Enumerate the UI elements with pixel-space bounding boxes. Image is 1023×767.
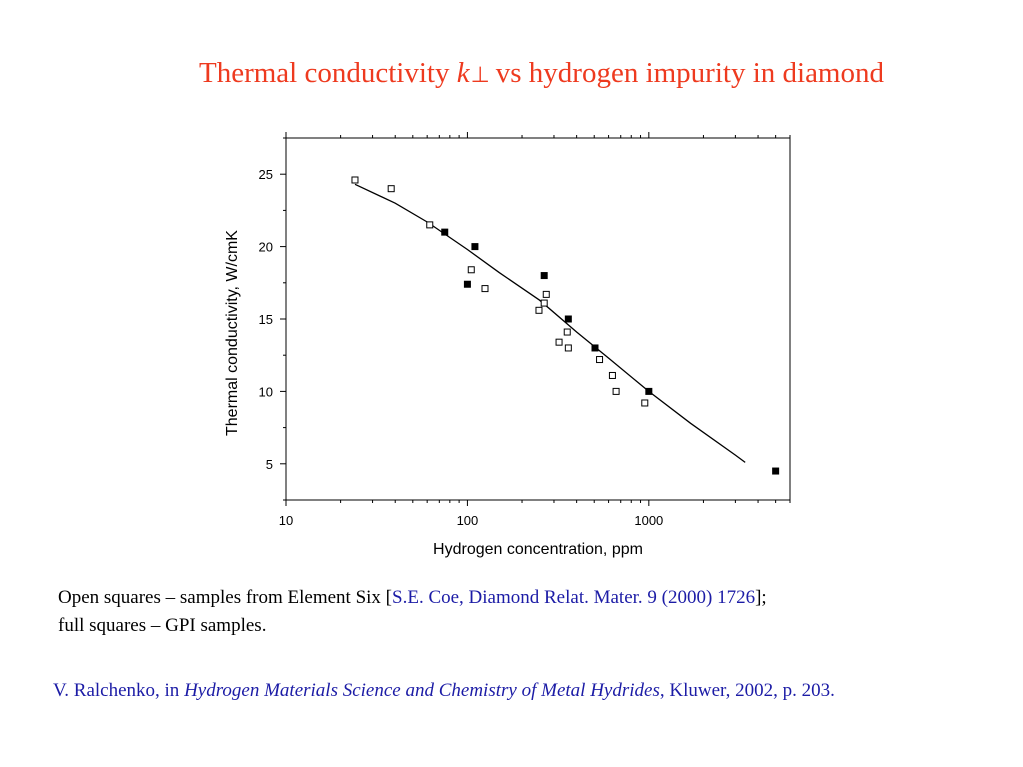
x-tick-label: 100	[457, 513, 479, 528]
caption-reference: S.E. Coe, Diamond Relat. Mater. 9 (2000)…	[392, 587, 756, 608]
open-square-point	[555, 338, 563, 346]
filled-square-point	[591, 344, 599, 352]
open-square-point	[481, 285, 489, 293]
filled-square-point	[564, 315, 572, 323]
filled-square-point	[463, 280, 471, 288]
citation-publisher: , Kluwer, 2002, p. 203.	[659, 680, 835, 701]
open-square-point	[612, 387, 620, 395]
filled-square-point	[540, 272, 548, 280]
filled-square-point	[441, 228, 449, 236]
title-k-symbol: k	[456, 57, 470, 89]
caption-line-1: Open squares – samples from Element Six …	[58, 584, 767, 612]
x-axis-label: Hydrogen concentration, ppm	[433, 541, 643, 558]
citation-book-title: Hydrogen Materials Science and Chemistry…	[184, 680, 660, 701]
plot-frame	[285, 137, 791, 501]
title-text-pre: Thermal conductivity	[199, 57, 457, 89]
x-tick-label: 10	[279, 513, 293, 528]
caption-line-2: full squares – GPI samples.	[58, 615, 267, 636]
plot-area: 10 100 1000 5 10 15 20 25 Hydrogen concentration…	[224, 132, 791, 558]
slide-title: Thermal conductivity k⊥ vs hydrogen impur…	[0, 57, 1023, 90]
title-perp-subscript: ⊥	[470, 62, 490, 87]
y-tick-label: 20	[259, 240, 273, 255]
open-square-point	[596, 356, 604, 364]
filled-square-point	[645, 387, 653, 395]
title-text-post: vs hydrogen impurity in diamond	[495, 57, 884, 89]
open-square-point	[542, 290, 550, 298]
citation: V. Ralchenko, in Hydrogen Materials Scie…	[53, 680, 835, 702]
open-square-point	[608, 371, 616, 379]
open-square-point	[564, 344, 572, 352]
caption: Open squares – samples from Element Six …	[58, 584, 767, 640]
filled-square-point	[471, 243, 479, 251]
caption-open-squares-text: Open squares – samples from Element Six …	[58, 587, 393, 608]
citation-author: V. Ralchenko, in	[53, 680, 185, 701]
open-square-point	[426, 221, 434, 229]
open-square-point	[387, 185, 395, 193]
open-square-point	[351, 176, 359, 184]
open-square-point	[563, 328, 571, 336]
open-square-point	[641, 399, 649, 407]
caption-bracket-close: ];	[755, 587, 767, 608]
open-square-point	[467, 266, 475, 274]
y-tick-label: 15	[259, 312, 273, 327]
fit-curve	[354, 183, 746, 463]
open-square-point	[535, 306, 543, 314]
y-tick-label: 25	[259, 167, 273, 182]
open-square-point	[540, 299, 548, 307]
y-tick-label: 5	[266, 457, 273, 472]
x-tick-label: 1000	[634, 513, 663, 528]
filled-square-point	[772, 467, 780, 475]
y-axis-label: Thermal conductivity, W/cmK	[224, 230, 241, 436]
y-tick-label: 10	[259, 384, 273, 399]
